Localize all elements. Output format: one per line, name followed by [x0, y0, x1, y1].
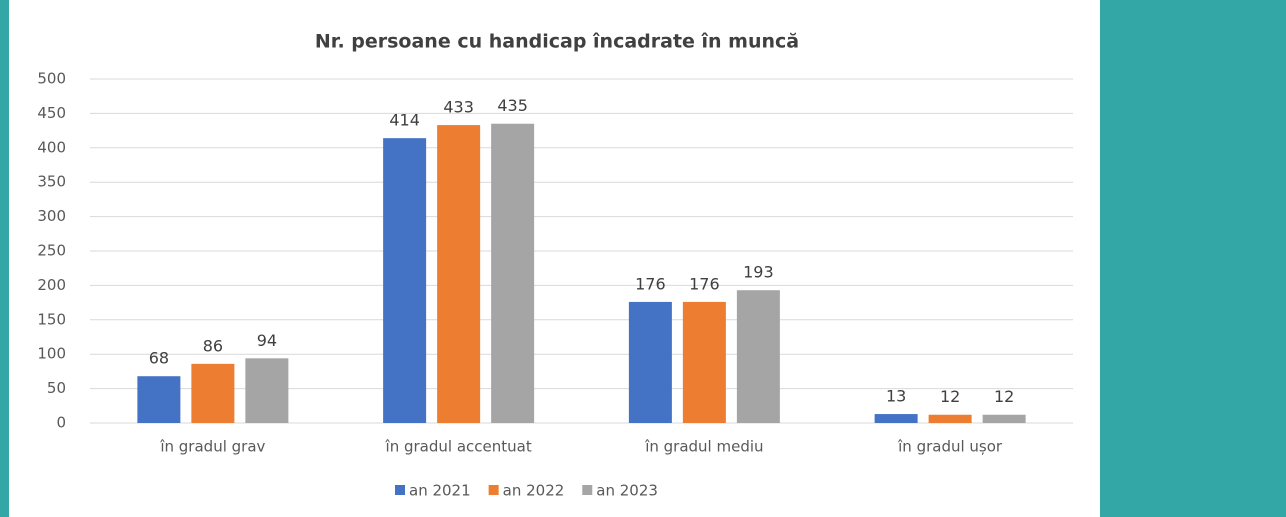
bar: [874, 414, 918, 423]
y-tick-label: 300: [37, 207, 66, 225]
x-tick-label: în gradul mediu: [644, 438, 763, 456]
legend-swatch: [582, 485, 593, 495]
data-label: 94: [257, 331, 277, 350]
y-tick-label: 250: [37, 242, 66, 260]
left-strip: [0, 0, 9, 517]
data-label: 414: [389, 111, 420, 130]
y-tick-label: 50: [47, 379, 66, 397]
data-label: 433: [443, 98, 474, 117]
legend-swatch: [488, 485, 499, 495]
x-tick-label: în gradul ușor: [897, 438, 1003, 456]
bar: [682, 301, 726, 423]
y-tick-label: 200: [37, 276, 66, 294]
legend-label: an 2021: [409, 482, 471, 500]
data-label: 13: [886, 387, 906, 406]
chart-title: Nr. persoane cu handicap încadrate în mu…: [315, 31, 799, 53]
data-label: 86: [203, 336, 223, 355]
x-tick-label: în gradul grav: [159, 438, 265, 456]
data-label: 176: [635, 274, 666, 293]
data-label: 12: [940, 387, 960, 406]
y-tick-label: 450: [37, 104, 66, 122]
data-label: 176: [689, 274, 720, 293]
y-tick-label: 100: [37, 345, 66, 363]
bar: [383, 138, 427, 423]
bar: [736, 290, 780, 423]
right-panel: [1100, 0, 1286, 517]
bar: [628, 301, 672, 423]
legend-label: an 2023: [596, 482, 658, 500]
legend-swatch: [395, 485, 405, 495]
data-label: 12: [994, 387, 1014, 406]
bar: [437, 125, 481, 423]
y-tick-label: 400: [37, 138, 66, 156]
x-tick-label: în gradul accentuat: [385, 438, 532, 456]
bar: [137, 376, 181, 423]
y-tick-label: 500: [37, 70, 66, 88]
bar: [982, 414, 1026, 423]
bar: [245, 358, 289, 423]
y-tick-label: 350: [37, 173, 66, 191]
data-label: 68: [149, 349, 169, 368]
bar: [928, 414, 972, 423]
y-tick-label: 150: [37, 310, 66, 328]
legend-label: an 2022: [503, 482, 565, 500]
data-label: 193: [743, 263, 774, 282]
y-tick-label: 0: [56, 414, 66, 432]
data-label: 435: [497, 96, 528, 115]
bar: [491, 123, 535, 423]
bar: [191, 363, 235, 423]
